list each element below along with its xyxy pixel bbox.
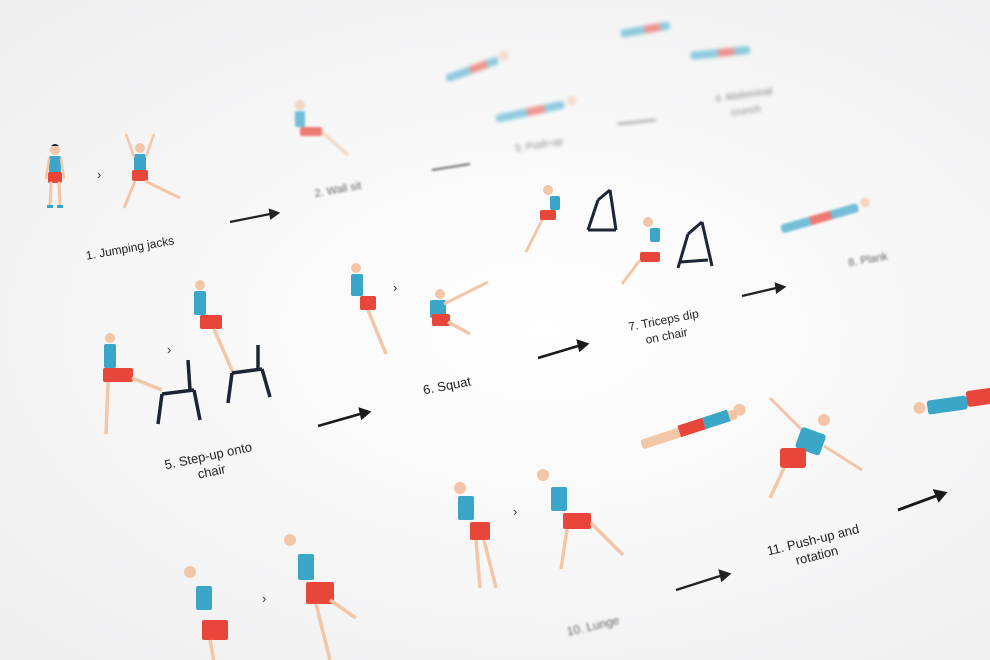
arrow-3 — [617, 119, 657, 125]
figure-lunge-2 — [537, 469, 625, 570]
figure-wall-sit — [295, 100, 349, 157]
figure-squat-1 — [351, 263, 388, 355]
figure-pushup-rotation-1 — [640, 403, 746, 449]
figure-bottom-2 — [284, 534, 357, 660]
arrow-1 — [229, 208, 281, 224]
figure-triceps-dip-2 — [620, 217, 660, 285]
chair-3 — [156, 359, 202, 425]
arrow-6 — [741, 282, 787, 298]
figure-crunch-1 — [620, 21, 671, 38]
chair-2 — [676, 220, 714, 269]
arrow-2 — [431, 163, 471, 171]
figure-squat-2 — [430, 280, 489, 336]
sequence-chevron: › — [513, 504, 518, 519]
sequence-chevron: › — [97, 167, 102, 182]
arrow-8 — [675, 569, 732, 592]
arrow-4 — [317, 407, 372, 428]
sequence-chevron: › — [262, 591, 267, 606]
figure-crunch-2 — [690, 46, 751, 60]
chair-1 — [586, 188, 618, 232]
figure-lunge-1 — [454, 482, 498, 589]
figure-push-up-1 — [445, 50, 509, 82]
figure-triceps-dip-1 — [524, 185, 560, 253]
figure-jumping-jacks-1 — [44, 142, 66, 210]
figure-jumping-jacks-2 — [122, 133, 181, 209]
figure-bottom-1 — [184, 566, 228, 660]
chair-4 — [226, 345, 272, 404]
arrow-5 — [537, 339, 590, 360]
sequence-chevron: › — [393, 280, 398, 295]
figure-pushup-rotation-2 — [768, 396, 863, 499]
arrow-7 — [897, 489, 948, 512]
figure-push-up-2 — [495, 95, 577, 123]
figure-step-up-2 — [194, 280, 236, 376]
figure-plank — [780, 197, 871, 233]
sequence-chevron: › — [167, 342, 172, 357]
figure-step-up-1 — [103, 333, 163, 435]
figure-side-plank — [913, 387, 990, 415]
